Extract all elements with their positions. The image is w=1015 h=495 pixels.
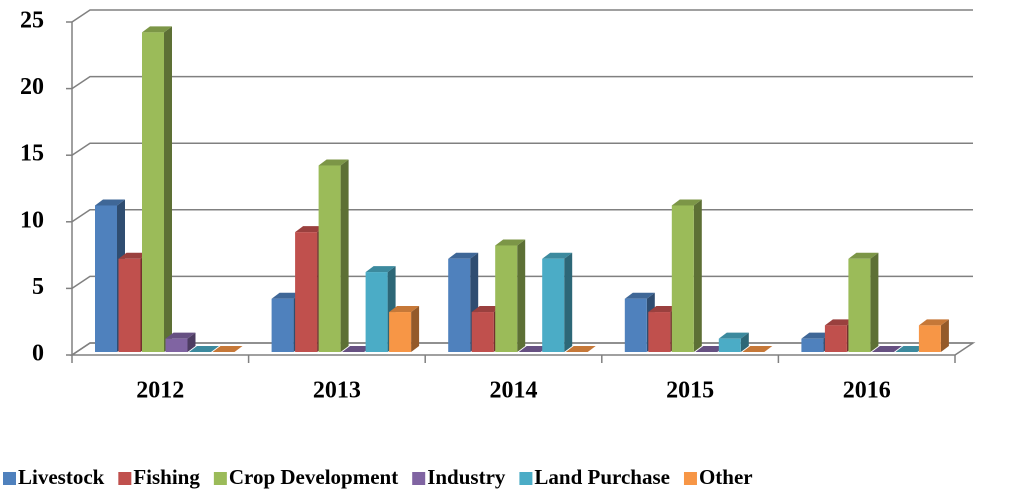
bar-top bbox=[624, 292, 655, 299]
y-tick-label: 5 bbox=[32, 274, 44, 300]
bar bbox=[471, 312, 494, 352]
bar-top bbox=[142, 26, 172, 33]
x-tick-label: 2014 bbox=[490, 378, 538, 404]
bar-top bbox=[695, 346, 726, 352]
bar bbox=[671, 205, 694, 352]
bar bbox=[495, 245, 518, 352]
legend-swatch bbox=[683, 472, 697, 485]
bar-side bbox=[517, 239, 526, 352]
y-tick-label: 15 bbox=[20, 141, 44, 167]
bar-side bbox=[693, 199, 702, 352]
bar bbox=[718, 338, 741, 352]
bar-side bbox=[187, 332, 196, 352]
x-tick-label: 2013 bbox=[313, 378, 361, 404]
bar-top bbox=[365, 266, 396, 273]
bar-top bbox=[471, 306, 502, 313]
bar bbox=[848, 258, 871, 352]
legend-swatch bbox=[412, 472, 426, 485]
bar-top bbox=[95, 199, 125, 206]
bar bbox=[542, 258, 565, 352]
bar bbox=[295, 232, 318, 352]
bar bbox=[801, 338, 824, 352]
bar-top bbox=[189, 346, 219, 352]
bar bbox=[448, 258, 471, 352]
bar-top bbox=[518, 346, 549, 352]
bar-side bbox=[940, 319, 949, 352]
bar-top bbox=[565, 346, 596, 352]
legend-swatch bbox=[118, 472, 132, 485]
y-tick-label: 20 bbox=[20, 74, 44, 100]
bar-top bbox=[295, 226, 326, 233]
legend-label: Fishing bbox=[133, 465, 200, 489]
grid-line bbox=[71, 209, 973, 223]
bar-top bbox=[918, 319, 949, 326]
bar-top bbox=[542, 252, 573, 259]
legend-label: Crop Development bbox=[229, 465, 398, 489]
legend-label: Livestock bbox=[18, 465, 105, 489]
bar bbox=[918, 325, 941, 352]
bar bbox=[271, 298, 294, 352]
bar-top bbox=[895, 346, 926, 352]
bar-top bbox=[824, 319, 855, 326]
bar-top bbox=[495, 239, 526, 246]
bar-side bbox=[340, 159, 349, 352]
bar-top bbox=[118, 252, 149, 259]
bar-top bbox=[271, 292, 302, 299]
bar-top bbox=[801, 332, 832, 339]
x-tick-label: 2012 bbox=[136, 378, 184, 404]
bar-top bbox=[389, 306, 420, 313]
bar-top bbox=[871, 346, 902, 352]
grid-line bbox=[71, 142, 973, 156]
bar bbox=[142, 32, 164, 352]
bar-side bbox=[564, 252, 573, 352]
grid-line bbox=[71, 75, 973, 90]
legend-label: Industry bbox=[427, 465, 506, 489]
bar bbox=[118, 258, 141, 352]
bar bbox=[389, 312, 412, 352]
legend-label: Land Purchase bbox=[534, 465, 670, 489]
bar-top bbox=[342, 346, 373, 352]
x-tick-label: 2016 bbox=[843, 378, 891, 404]
bar-top bbox=[671, 199, 702, 206]
legend-swatch bbox=[213, 472, 227, 485]
bar-top bbox=[718, 332, 749, 339]
bar bbox=[318, 165, 341, 352]
y-tick-label: 25 bbox=[20, 8, 44, 34]
x-tick-label: 2015 bbox=[666, 378, 714, 404]
bar bbox=[624, 298, 647, 352]
bar-top bbox=[848, 252, 879, 259]
y-tick-label: 10 bbox=[20, 207, 44, 233]
bar bbox=[165, 338, 188, 352]
bar-top bbox=[448, 252, 479, 259]
bar-side bbox=[411, 306, 420, 352]
legend-swatch bbox=[519, 472, 533, 485]
bar bbox=[95, 205, 117, 352]
legend-label: Other bbox=[699, 465, 753, 489]
bar bbox=[648, 312, 671, 352]
bar-side bbox=[164, 26, 172, 352]
bar-top bbox=[165, 332, 196, 339]
grid-line bbox=[71, 9, 973, 23]
bar-top bbox=[648, 306, 679, 313]
bar-top bbox=[212, 346, 243, 352]
bar-side bbox=[740, 332, 749, 352]
bar-top bbox=[318, 159, 349, 166]
y-tick-label: 0 bbox=[32, 341, 44, 367]
bar bbox=[365, 272, 388, 352]
bar-top bbox=[742, 346, 773, 352]
bar bbox=[824, 325, 847, 352]
legend-swatch bbox=[3, 472, 16, 485]
bar-side bbox=[870, 252, 879, 352]
